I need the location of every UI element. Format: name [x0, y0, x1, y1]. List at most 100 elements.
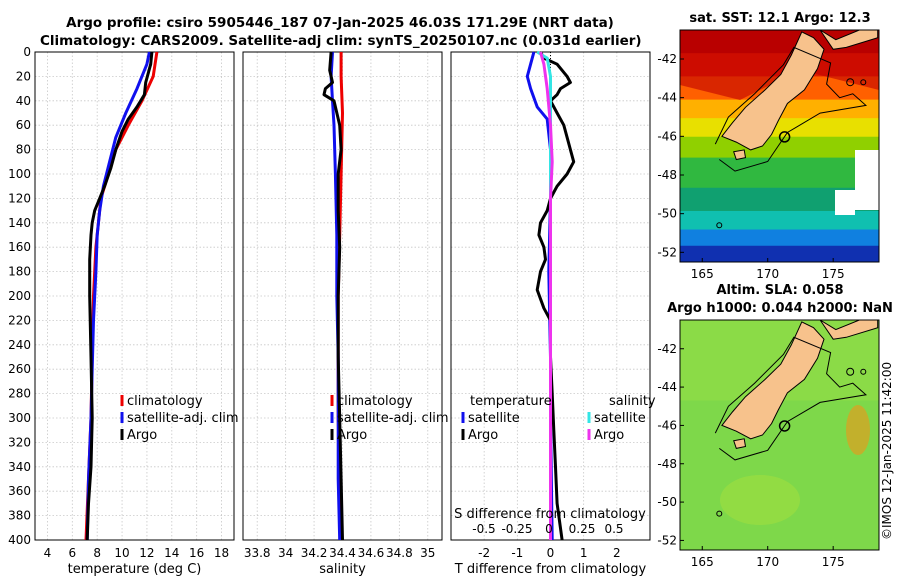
sal-series-1: [329, 51, 342, 541]
legend-sal-argo-label: Argo: [337, 428, 367, 443]
sst-ytick-label: -52: [657, 245, 677, 259]
legend-sal-satellite-label: satellite-adj. clim: [337, 411, 449, 426]
temp-xtick-label: 18: [214, 546, 229, 560]
legend-sal-climatology-label: climatology: [337, 394, 413, 409]
sal-series-2: [322, 51, 344, 541]
sst-map-title: sat. SST: 12.1 Argo: 12.3: [689, 11, 871, 26]
sst-field-band: [680, 210, 879, 231]
diff-xtick-label: -1: [511, 546, 523, 560]
sla-ytick-label: -50: [657, 495, 677, 509]
sst-small-island: [716, 222, 723, 229]
sst-small-island: [846, 78, 855, 87]
sla-small-island: [846, 367, 855, 376]
diff-series-3: [539, 51, 554, 540]
sla-land-north-island: [819, 319, 879, 340]
sst-ytick-label: -50: [657, 207, 677, 221]
sst-ytick-label: -48: [657, 168, 677, 182]
sst-field-band: [680, 245, 879, 263]
depth-tick-label: 20: [16, 69, 31, 83]
sla-land-stewart-island: [733, 438, 747, 449]
sst-ytick-label: -46: [657, 129, 677, 143]
depth-tick-label: 240: [8, 338, 31, 352]
sla-map-frame: [679, 319, 880, 551]
depth-tick-label: 300: [8, 411, 31, 425]
depth-tick-label: 80: [16, 143, 31, 157]
sst-small-island: [860, 79, 867, 86]
sst-field-band: [680, 157, 879, 189]
depth-tick-label: 360: [8, 484, 31, 498]
sst-ytick-label: -44: [657, 91, 677, 105]
imos-timestamp: ©IMOS 12-Jan-2025 11:42:00: [880, 361, 894, 540]
sst-argo-location-marker: [778, 131, 791, 143]
temp-xtick-label: 16: [189, 546, 204, 560]
sal-xtick-label: 34.6: [358, 546, 385, 560]
sst-land-stewart-island: [733, 149, 747, 161]
sst-land-north-island: [819, 29, 879, 50]
diff-xtick-label: 2: [613, 546, 621, 560]
diff-top-xtick-label: -0.5: [472, 522, 495, 536]
sla-ytick-label: -44: [657, 380, 677, 394]
sal-xtick-label: 34.8: [386, 546, 413, 560]
depth-tick-label: 400: [8, 533, 31, 547]
depth-tick-label: 60: [16, 118, 31, 132]
depth-tick-label: 220: [8, 313, 31, 327]
diff-xtick-label: -2: [478, 546, 490, 560]
figure-title-line1: Argo profile: csiro 5905446_187 07-Jan-2…: [66, 15, 614, 31]
legend-diff-temperature-title: temperature: [470, 394, 552, 409]
depth-tick-label: 100: [8, 167, 31, 181]
sal-xtick-label: 34.2: [301, 546, 328, 560]
diff-top-xtick-label: -0.25: [501, 522, 532, 536]
sal-xlabel: salinity: [319, 562, 366, 577]
sst-field-band: [680, 187, 879, 212]
diff-xlabel: T difference from climatology: [454, 562, 647, 577]
sla-ytick-label: -46: [657, 418, 677, 432]
depth-tick-label: 180: [8, 265, 31, 279]
diff-xtick-label: 0: [547, 546, 555, 560]
temp-xtick-label: 12: [139, 546, 154, 560]
sla-high-patch: [846, 405, 870, 455]
temp-xlabel: temperature (deg C): [68, 562, 202, 577]
sst-bathymetry-contour: [714, 46, 868, 172]
sla-ytick-label: -42: [657, 342, 677, 356]
legend-temp-climatology-label: climatology: [127, 394, 203, 409]
diff-xtick-label: 1: [580, 546, 588, 560]
temp-xtick-label: 10: [114, 546, 129, 560]
diff-top-xtick-label: 0.5: [604, 522, 623, 536]
sla-small-island: [716, 510, 723, 517]
depth-tick-label: 260: [8, 362, 31, 376]
sst-missing-data: [855, 150, 879, 210]
sla-small-island: [860, 368, 867, 375]
depth-tick-label: 380: [8, 509, 31, 523]
sla-ytick-label: -52: [657, 533, 677, 547]
diff-top-xtick-label: 0: [545, 522, 553, 536]
legend-diff-sal-satellite-label: satellite: [594, 411, 646, 426]
sst-field-band: [680, 229, 879, 247]
sst-map-frame: [679, 29, 880, 263]
sla-map-title-line2: Argo h1000: 0.044 h2000: NaN: [667, 301, 893, 316]
legend-diff-salinity-title: salinity: [609, 394, 656, 409]
legend-diff-temp-argo-label: Argo: [468, 428, 498, 443]
sla-xtick-label: 175: [822, 555, 845, 569]
sla-argo-location-marker: [778, 420, 791, 432]
sal-xtick-label: 35: [420, 546, 435, 560]
sst-xtick-label: 170: [756, 267, 779, 281]
sst-xtick-label: 165: [691, 267, 714, 281]
sla-bathymetry-contour: [714, 336, 868, 461]
temp-xtick-label: 8: [93, 546, 101, 560]
temp-axes-frame: [34, 51, 235, 541]
temp-series-2: [85, 51, 154, 541]
depth-tick-label: 320: [8, 435, 31, 449]
depth-tick-label: 340: [8, 460, 31, 474]
sst-warm-patch: [680, 30, 879, 100]
sal-xtick-label: 34.4: [329, 546, 356, 560]
sla-ytick-label: -48: [657, 457, 677, 471]
depth-tick-label: 140: [8, 216, 31, 230]
depth-tick-label: 40: [16, 94, 31, 108]
sst-missing-data: [835, 190, 855, 215]
diff-top-xtick-label: 0.25: [569, 522, 596, 536]
depth-tick-label: 120: [8, 191, 31, 205]
legend-temp-satellite-label: satellite-adj. clim: [127, 411, 239, 426]
sal-xtick-label: 33.8: [244, 546, 271, 560]
sla-xtick-label: 165: [691, 555, 714, 569]
